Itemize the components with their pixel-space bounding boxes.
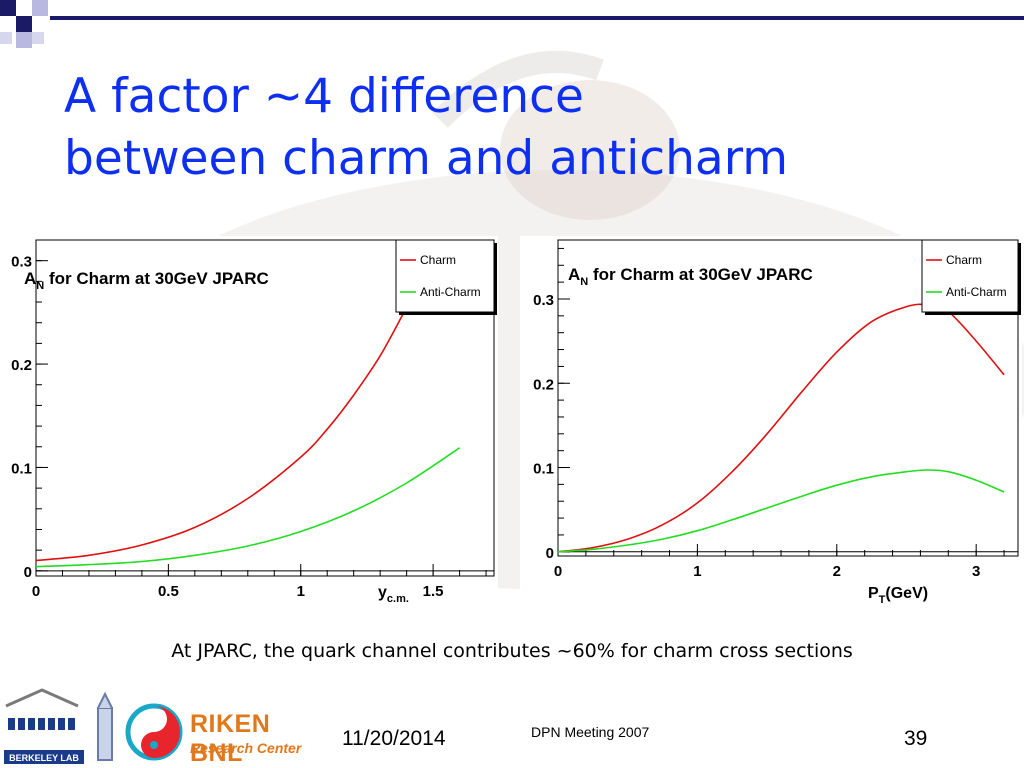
y-tick-label: 0.2 bbox=[11, 357, 32, 374]
x-tick-label: 1.5 bbox=[423, 583, 444, 600]
legend-box bbox=[395, 239, 495, 313]
riken-bnl-logo: RIKEN BNL Research Center bbox=[124, 700, 324, 767]
berkeley-lab-text: BERKELEY LAB bbox=[9, 753, 79, 763]
x-tick-label: 1 bbox=[693, 563, 701, 580]
plot-title: AN for Charm at 30GeV JPARC bbox=[568, 265, 813, 288]
footer-meeting: DPN Meeting 2007 bbox=[531, 724, 650, 740]
slide-title-line-2: between charm and anticharm bbox=[64, 131, 788, 186]
slide-title-line-1: A factor ~4 difference bbox=[64, 69, 584, 124]
legend-label: Anti-Charm bbox=[946, 285, 1007, 299]
riken-emblem-icon bbox=[125, 703, 183, 761]
x-tick-label: 2 bbox=[833, 563, 841, 580]
slide-caption: At JPARC, the quark channel contributes … bbox=[171, 640, 853, 662]
legend-label: Anti-Charm bbox=[420, 285, 481, 299]
chart-an-vs-pt-svg: 0 0.1 0.2 0.3 0 1 2 3 AN for Charm at 30GeV JPAR… bbox=[533, 239, 1021, 606]
corner-decoration bbox=[0, 0, 1024, 52]
riken-title: RIKEN BNL bbox=[190, 710, 271, 767]
y-tick-label: 0.1 bbox=[11, 460, 32, 477]
legend-label: Charm bbox=[420, 253, 456, 267]
slide-title: A factor ~4 difference between charm and… bbox=[64, 66, 1004, 190]
legend-box bbox=[921, 239, 1019, 313]
y-tick-label: 0 bbox=[546, 545, 554, 562]
y-tick-label: 0 bbox=[24, 564, 32, 581]
chart-an-vs-rapidity: 0 0.1 0.2 0.3 0 0.5 1 1.5 AN for Charm at 30GeV … bbox=[0, 236, 498, 606]
chart-an-vs-pt: 0 0.1 0.2 0.3 0 1 2 3 AN for Charm at 30GeV JPAR… bbox=[520, 236, 1022, 606]
berkeley-lab-logo: BERKELEY LAB bbox=[4, 688, 113, 764]
x-tick-label: 0 bbox=[554, 563, 562, 580]
y-tick-label: 0.1 bbox=[533, 461, 554, 478]
chart-an-vs-rapidity-svg: 0 0.1 0.2 0.3 0 0.5 1 1.5 AN for Charm at 30GeV … bbox=[11, 239, 497, 605]
x-tick-label: 1 bbox=[297, 583, 305, 600]
plot-title: AN for Charm at 30GeV JPARC bbox=[24, 269, 269, 292]
x-tick-label: 3 bbox=[972, 563, 980, 580]
x-tick-label: 0 bbox=[32, 583, 40, 600]
footer-date: 11/20/2014 bbox=[342, 727, 446, 750]
series-line-anti-charm bbox=[36, 447, 461, 568]
footer-page-number: 39 bbox=[904, 727, 928, 750]
y-tick-label: 0.3 bbox=[533, 292, 554, 309]
x-axis-label: PT(GeV) bbox=[868, 585, 928, 606]
series-line-anti-charm bbox=[558, 469, 1005, 553]
series-line-charm bbox=[36, 270, 426, 562]
y-tick-label: 0.3 bbox=[11, 254, 32, 271]
x-tick-label: 0.5 bbox=[158, 583, 179, 600]
legend-label: Charm bbox=[946, 253, 982, 267]
riken-subtitle: Research Center bbox=[190, 740, 302, 756]
y-tick-label: 0.2 bbox=[533, 376, 554, 393]
x-axis-label: yc.m. bbox=[378, 584, 409, 605]
